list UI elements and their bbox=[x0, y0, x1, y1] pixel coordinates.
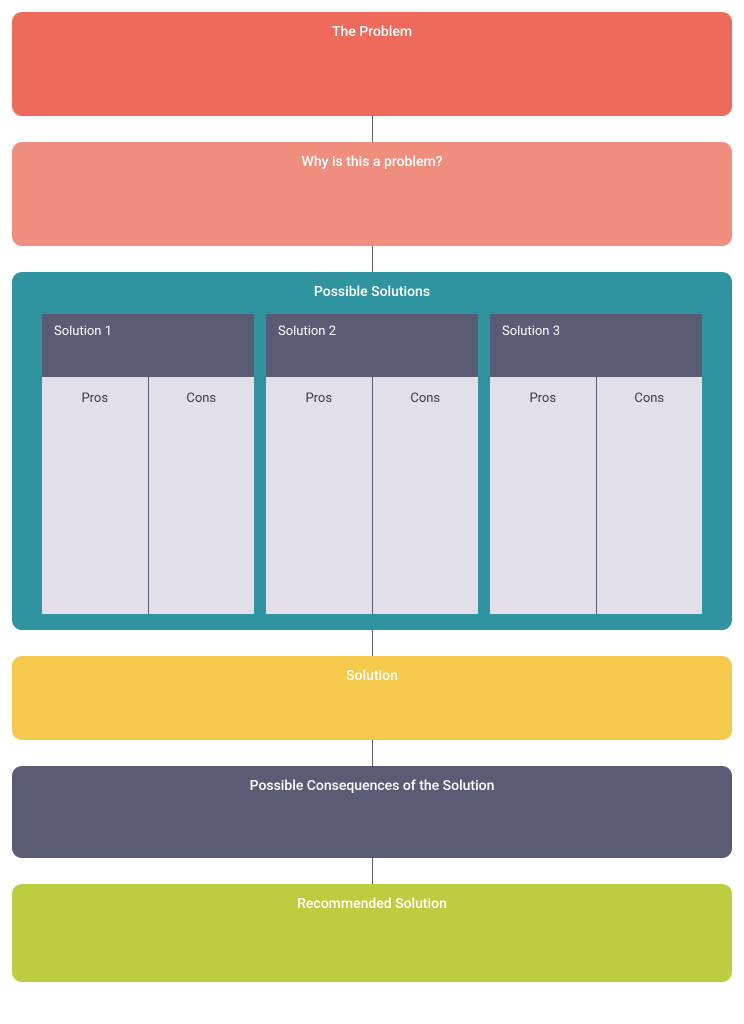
connector-5 bbox=[372, 858, 373, 884]
block-possible-solutions: Possible Solutions Solution 1 Pros Cons … bbox=[12, 272, 732, 630]
block-why: Why is this a problem? bbox=[12, 142, 732, 246]
solution-1-proscons: Pros Cons bbox=[42, 377, 254, 614]
solution-1-cons: Cons bbox=[149, 377, 255, 614]
connector-4 bbox=[372, 740, 373, 766]
block-recommended: Recommended Solution bbox=[12, 884, 732, 982]
block-problem: The Problem bbox=[12, 12, 732, 116]
connector-2 bbox=[372, 246, 373, 272]
solution-1-header: Solution 1 bbox=[42, 314, 254, 377]
block-consequences-title: Possible Consequences of the Solution bbox=[12, 766, 732, 794]
solution-2-header: Solution 2 bbox=[266, 314, 478, 377]
solution-3-proscons: Pros Cons bbox=[490, 377, 702, 614]
block-consequences: Possible Consequences of the Solution bbox=[12, 766, 732, 858]
block-why-title: Why is this a problem? bbox=[12, 142, 732, 170]
solutions-container: Solution 1 Pros Cons Solution 2 Pros Con… bbox=[12, 314, 732, 630]
solution-1-pros: Pros bbox=[42, 377, 149, 614]
solution-3-pros: Pros bbox=[490, 377, 597, 614]
block-solution: Solution bbox=[12, 656, 732, 740]
block-possible-title: Possible Solutions bbox=[12, 272, 732, 300]
block-recommended-title: Recommended Solution bbox=[12, 884, 732, 912]
solution-col-2: Solution 2 Pros Cons bbox=[266, 314, 478, 614]
block-solution-title: Solution bbox=[12, 656, 732, 684]
solution-2-proscons: Pros Cons bbox=[266, 377, 478, 614]
block-problem-title: The Problem bbox=[12, 12, 732, 40]
solution-col-1: Solution 1 Pros Cons bbox=[42, 314, 254, 614]
solution-2-cons: Cons bbox=[373, 377, 479, 614]
solution-3-cons: Cons bbox=[597, 377, 703, 614]
solution-col-3: Solution 3 Pros Cons bbox=[490, 314, 702, 614]
solution-2-pros: Pros bbox=[266, 377, 373, 614]
connector-1 bbox=[372, 116, 373, 142]
connector-3 bbox=[372, 630, 373, 656]
solution-3-header: Solution 3 bbox=[490, 314, 702, 377]
